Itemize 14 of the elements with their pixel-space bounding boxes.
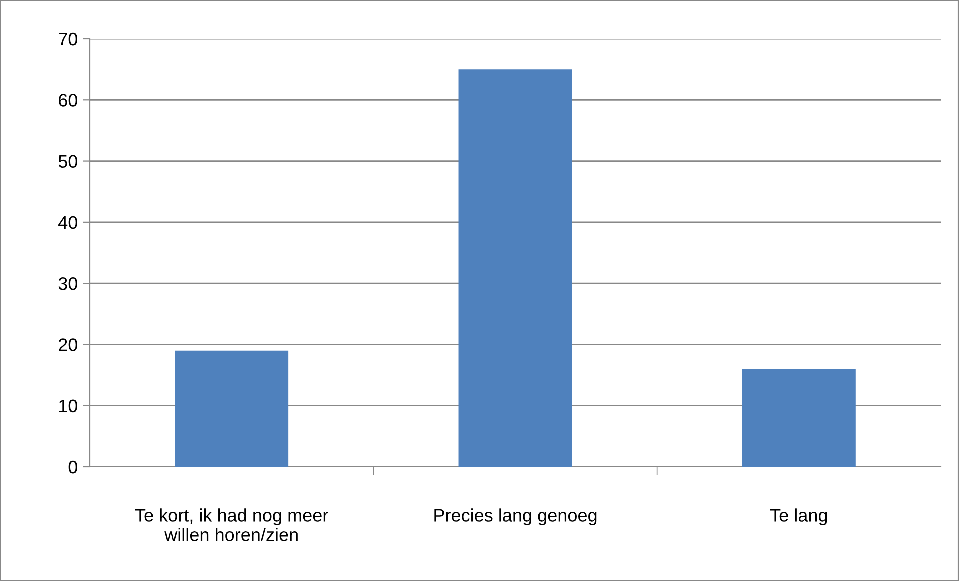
y-tick-label: 10 (59, 400, 78, 413)
y-tick-label: 40 (58, 216, 78, 230)
bar (742, 369, 856, 467)
x-tick-label: Precies lang genoeg (434, 508, 597, 526)
bar (458, 70, 572, 467)
y-tick-label: 70 (59, 32, 78, 46)
y-tick-label: 20 (59, 338, 78, 352)
y-tick-label: 50 (58, 155, 78, 168)
x-tick-label: Te lang (770, 508, 828, 526)
y-tick-label: 0 (68, 460, 78, 474)
x-tick-label: Te kort, ik had nog meer willen horen/zien (135, 508, 328, 542)
bar (175, 350, 289, 467)
y-tick-label: 30 (58, 278, 78, 290)
y-tick-label: 60 (59, 94, 78, 107)
